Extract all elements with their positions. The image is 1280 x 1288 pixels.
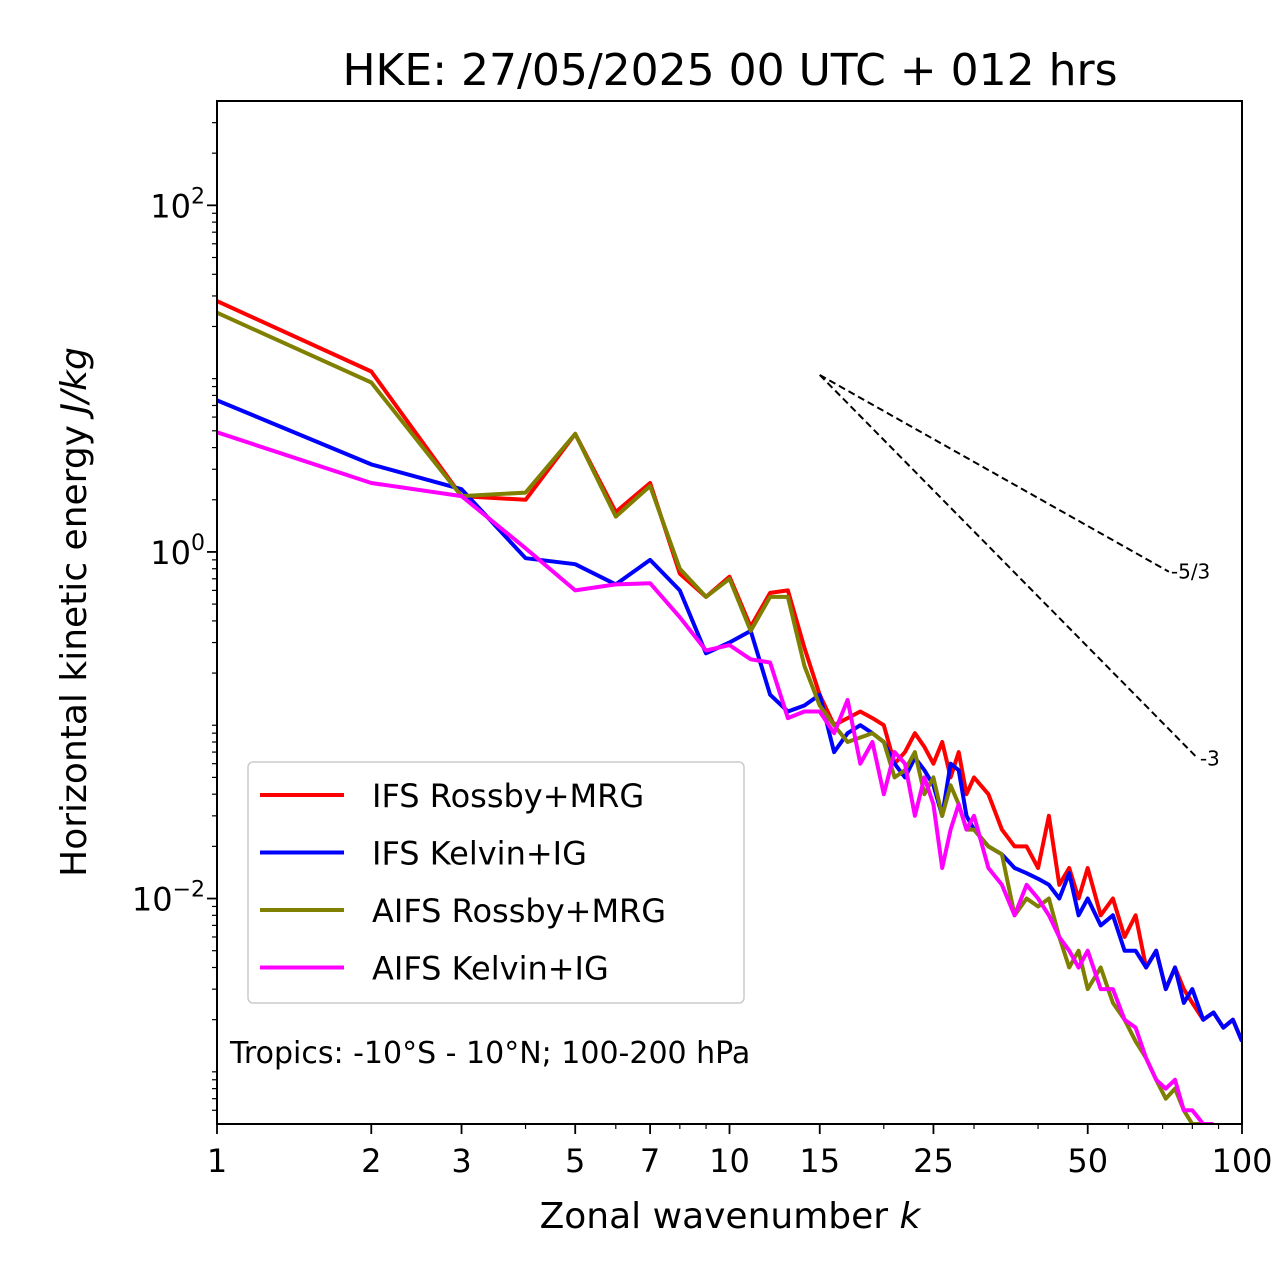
y-tick-label: 100 [150, 531, 205, 572]
reference-slope-line [819, 374, 1199, 760]
x-axis-label: Zonal wavenumber k [540, 1196, 923, 1237]
series-line [217, 398, 1242, 1043]
y-tick-label: 10−2 [132, 878, 205, 919]
legend-label: AIFS Rossby+MRG [372, 892, 666, 930]
reference-slope-lines [819, 374, 1199, 760]
x-tick-label: 1 [207, 1142, 227, 1180]
legend-label: AIFS Kelvin+IG [372, 950, 609, 988]
x-tick-label: 3 [451, 1142, 471, 1180]
y-axis-label-text: Horizontal kinetic energy [54, 414, 95, 877]
reference-slope-line [819, 374, 1170, 573]
y-axis-label: Horizontal kinetic energy J/kg [54, 347, 95, 877]
x-tick-label: 50 [1067, 1142, 1108, 1180]
x-axis-label-variable: k [900, 1196, 923, 1237]
y-tick-label: 102 [150, 184, 205, 225]
legend-box [247, 761, 745, 1004]
x-tick-label: 15 [799, 1142, 840, 1180]
legend-label: IFS Rossby+MRG [372, 777, 644, 815]
series-line [217, 430, 1214, 1124]
legend-label: IFS Kelvin+IG [372, 835, 587, 873]
x-axis-label-text: Zonal wavenumber [540, 1196, 900, 1237]
chart-title: HKE: 27/05/2025 00 UTC + 012 hrs [342, 45, 1117, 96]
x-tick-label: 10 [709, 1142, 750, 1180]
plot-area-frame [216, 100, 1243, 1125]
legend: IFS Rossby+MRG IFS Kelvin+IG AIFS Rossby+M… [247, 761, 745, 1004]
x-tick-label: 5 [565, 1142, 585, 1180]
x-tick-labels: 1 2 3 5 7 10 15 25 50 100 [207, 1142, 1273, 1180]
x-tick-label: 7 [640, 1142, 660, 1180]
reference-slope-label: -3 [1200, 747, 1220, 771]
region-annotation: Tropics: -10°S - 10°N; 100-200 hPa [229, 1036, 750, 1071]
series-lines [217, 299, 1242, 1124]
y-axis-label-units: J/kg [54, 347, 95, 419]
y-tick-labels: 102 100 10−2 [132, 184, 205, 918]
reference-slope-label: -5/3 [1171, 560, 1210, 584]
x-tick-label: 25 [913, 1142, 954, 1180]
x-tick-label: 2 [361, 1142, 381, 1180]
x-tick-label: 100 [1211, 1142, 1272, 1180]
series-line [217, 310, 1214, 1124]
